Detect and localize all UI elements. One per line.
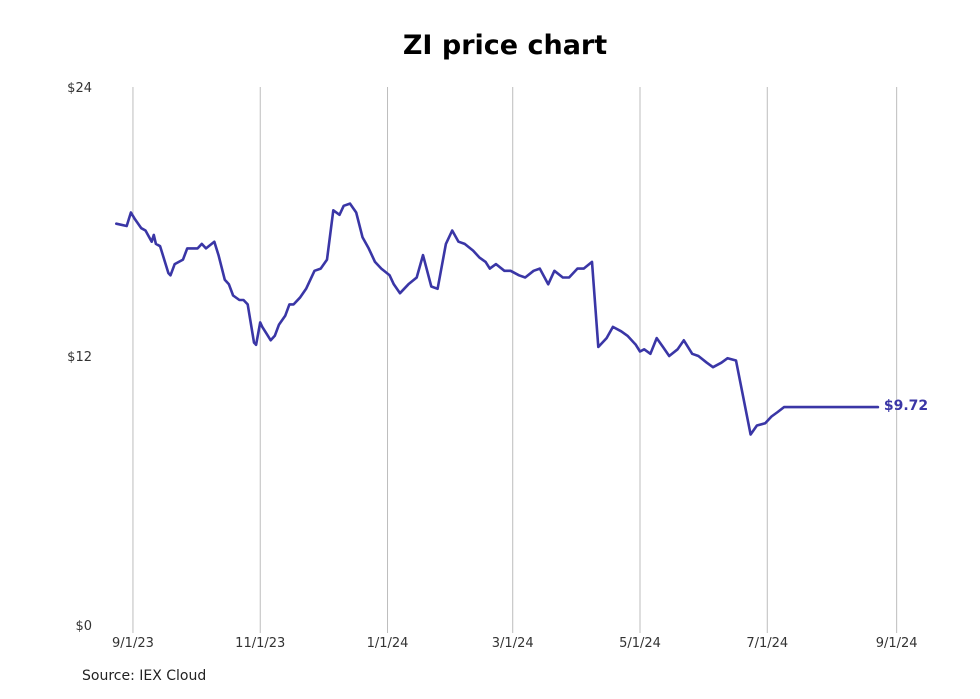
x-tick-label: 3/1/24 — [492, 636, 534, 651]
y-axis-ticks: $0 $12 $24 — [67, 81, 92, 634]
grid-lines — [132, 87, 898, 633]
x-tick-label: 1/1/24 — [367, 636, 409, 651]
price-line — [115, 202, 880, 436]
y-tick-label: $0 — [75, 619, 92, 634]
y-tick-label: $12 — [67, 350, 92, 365]
series-lines — [115, 202, 880, 436]
x-tick-label: 11/1/23 — [235, 636, 285, 651]
y-tick-label: $24 — [67, 81, 92, 96]
x-tick-label: 9/1/24 — [876, 636, 918, 651]
last-value-label: $9.72 — [884, 398, 928, 414]
x-axis-ticks: 9/1/23 11/1/23 1/1/24 3/1/24 5/1/24 7/1/24 9/1… — [112, 636, 918, 651]
last-value-labels: $9.72 — [884, 398, 928, 414]
chart-title: ZI price chart — [402, 30, 608, 61]
x-tick-label: 5/1/24 — [619, 636, 661, 651]
source-note: Source: IEX Cloud — [82, 668, 207, 684]
x-tick-label: 7/1/24 — [746, 636, 788, 651]
x-tick-label: 9/1/23 — [112, 636, 154, 651]
